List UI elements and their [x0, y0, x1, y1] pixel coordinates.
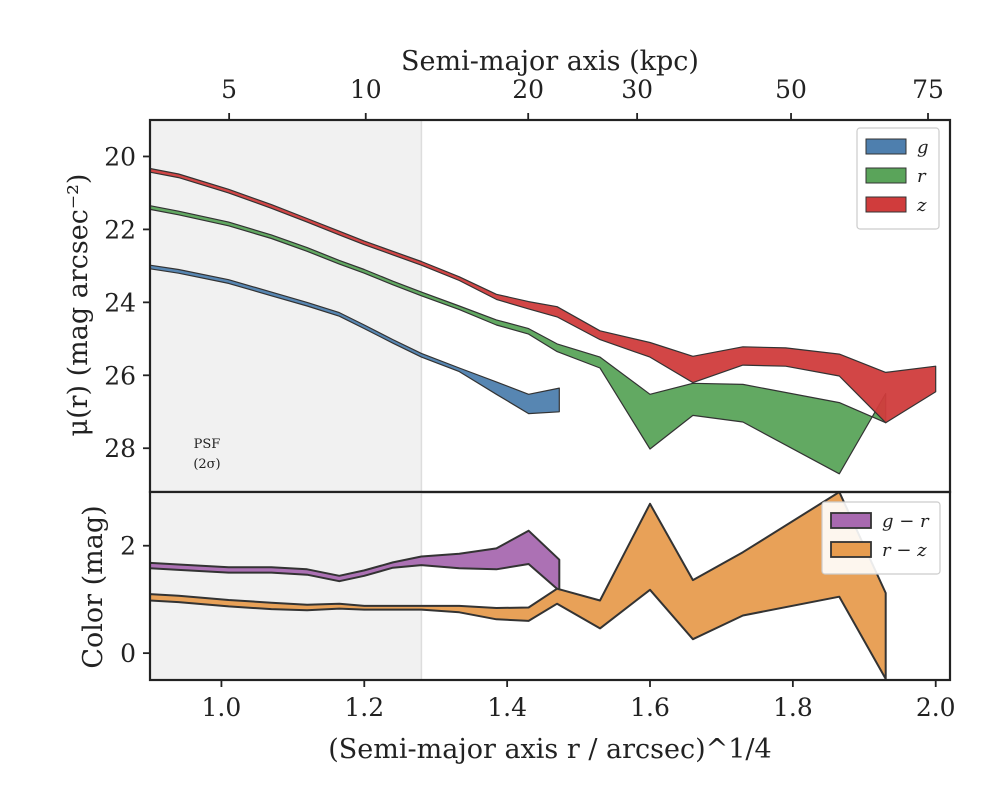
color-legend-swatch-rz: [830, 541, 872, 558]
psf-label-sigma: (2σ): [193, 457, 220, 472]
mag-legend-label-r: r: [917, 166, 927, 187]
top-xtick-label: 30: [621, 75, 653, 104]
top-xtick-label: 5: [221, 75, 237, 104]
bottom-xtick-label: 1.6: [630, 693, 670, 722]
bottom-xtick-label: 2.0: [916, 693, 956, 722]
bottom-ytick-label: 0: [120, 639, 136, 668]
mag-band-g: [150, 264, 560, 415]
mag-legend-swatch-g: [865, 138, 907, 155]
top-xtick-label: 50: [775, 75, 807, 104]
top-ytick-label: 26: [104, 361, 136, 390]
psf-region-bottom: [150, 492, 422, 680]
bottom-ylabel: Color (mag): [78, 505, 109, 668]
top-ytick-label: 22: [104, 215, 136, 244]
bottom-panel-frame: [148, 490, 952, 682]
mag-band-z: [150, 167, 937, 424]
color-legend-label-rz: r − z: [882, 540, 927, 561]
color-profile-panel: 0 2 1.0 1.2 1.4 1.6 1.8 2.0 g − r r − z: [120, 490, 956, 722]
top-xtick-label: 10: [350, 75, 382, 104]
axis-labels: Semi-major axis (kpc) μ(r) (mag arcsec⁻²…: [63, 46, 772, 765]
mag-legend-swatch-r: [865, 167, 907, 184]
top-xtick-label: 20: [512, 75, 544, 104]
top-xtick-label: 75: [912, 75, 944, 104]
bottom-xtick-label: 1.4: [487, 693, 527, 722]
bottom-xtick-label: 1.2: [344, 693, 384, 722]
color-legend-label-gr: g − r: [882, 511, 930, 532]
surface-brightness-panel: PSF (2σ) 20 22 24 26 28 5 10 20 30 50 75 grz: [104, 75, 952, 494]
mag-legend-label-g: g: [917, 137, 929, 158]
top-ytick-label: 20: [104, 142, 136, 171]
psf-label: PSF: [194, 437, 221, 452]
top-xlabel: Semi-major axis (kpc): [401, 46, 699, 77]
color-legend-swatch-gr: [830, 512, 872, 529]
bottom-xtick-label: 1.0: [202, 693, 242, 722]
mag-band-group: [150, 167, 937, 475]
top-ytick-label: 28: [104, 434, 136, 463]
psf-region-top: [150, 120, 422, 492]
top-ylabel: μ(r) (mag arcsec⁻²): [63, 174, 94, 437]
bottom-xtick-label: 1.8: [773, 693, 813, 722]
mag-legend-label-z: z: [916, 195, 927, 216]
bottom-xlabel: (Semi-major axis r / arcsec)^1/4: [328, 734, 771, 765]
mag-legend-swatch-z: [865, 196, 907, 213]
bottom-ytick-label: 2: [120, 532, 136, 561]
top-ytick-label: 24: [104, 288, 136, 317]
